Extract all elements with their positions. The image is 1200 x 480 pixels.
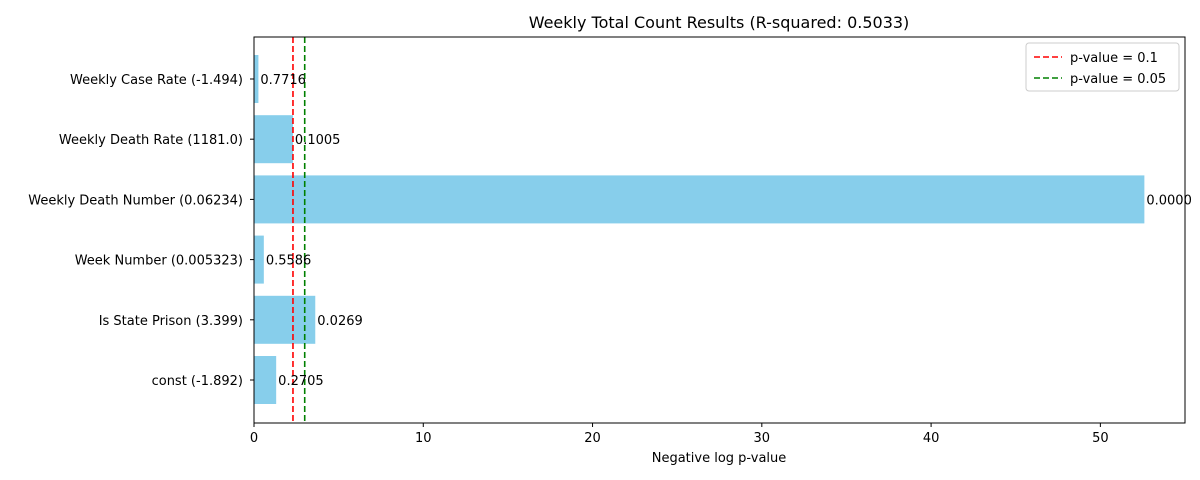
bar — [254, 55, 259, 103]
legend-label: p-value = 0.1 — [1070, 51, 1158, 66]
y-axis-ticks: Weekly Case Rate (-1.494) Weekly Death Ra… — [28, 73, 254, 389]
bars-group — [254, 55, 1145, 404]
y-tick-label: const (-1.892) — [152, 374, 243, 389]
data-label: 0.1005 — [295, 133, 341, 148]
data-label: 0.7716 — [260, 73, 306, 88]
bar — [254, 356, 277, 404]
legend-box — [1025, 42, 1180, 92]
y-tick-label: Is State Prison (3.399) — [99, 314, 243, 329]
bar — [254, 295, 316, 344]
reference-lines-group — [292, 37, 306, 423]
x-axis-label: Negative log p-value — [652, 451, 787, 466]
y-tick-label: Weekly Death Rate (1181.0) — [59, 133, 243, 148]
x-tick-label: 40 — [923, 431, 940, 446]
data-labels-group: 0.7716 0.1005 0.0000 0.5586 0.0269 0.2705 — [260, 73, 1191, 389]
x-axis-ticks: 0 10 20 30 40 50 — [250, 423, 1109, 446]
data-label: 0.0000 — [1146, 193, 1192, 208]
chart-title: Weekly Total Count Results (R-squared: 0… — [529, 13, 910, 32]
plot-frame — [253, 36, 1186, 424]
x-tick-label: 0 — [250, 431, 258, 446]
data-label: 0.5586 — [266, 254, 312, 269]
data-label: 0.0269 — [317, 314, 363, 329]
y-tick-label: Weekly Death Number (0.06234) — [28, 193, 243, 208]
data-label: 0.2705 — [278, 374, 324, 389]
bar — [254, 115, 293, 164]
x-tick-label: 30 — [754, 431, 771, 446]
legend: p-value = 0.1 p-value = 0.05 — [1025, 42, 1180, 92]
x-tick-label: 20 — [584, 431, 601, 446]
x-tick-label: 50 — [1092, 431, 1109, 446]
y-tick-label: Weekly Case Rate (-1.494) — [70, 73, 243, 88]
bar — [254, 175, 1145, 224]
legend-label: p-value = 0.05 — [1070, 72, 1166, 87]
x-tick-label: 10 — [415, 431, 432, 446]
y-tick-label: Week Number (0.005323) — [75, 254, 243, 269]
bar — [254, 235, 264, 284]
